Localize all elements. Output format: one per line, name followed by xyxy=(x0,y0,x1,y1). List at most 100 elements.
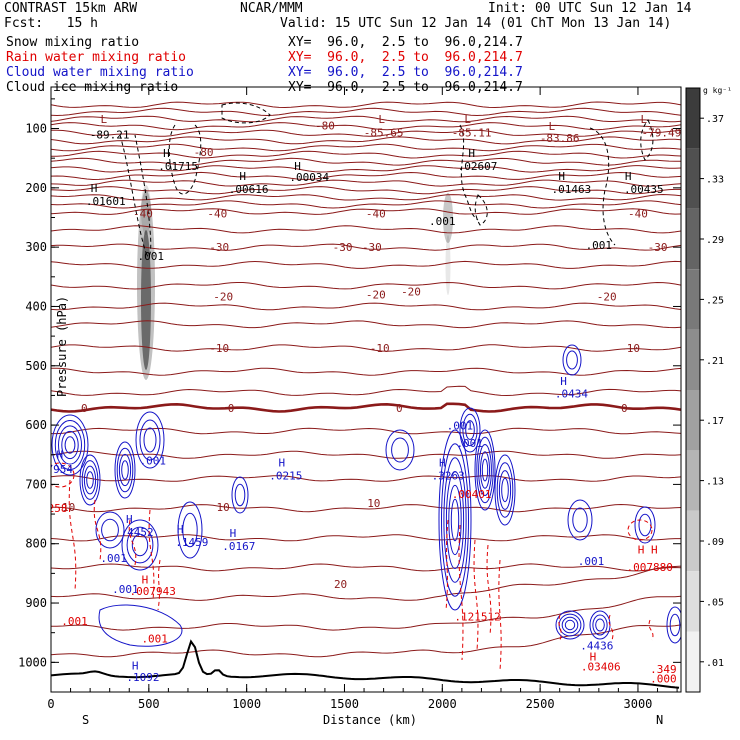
extremum-label: H xyxy=(126,513,133,526)
cloud-water-cell xyxy=(445,471,465,569)
cloud-water-cell xyxy=(567,499,593,541)
extremum-label: H xyxy=(560,375,567,388)
colorbar-tick-label: .21 xyxy=(706,356,724,367)
axes: 0 500 1000 1500 2000 2500 30001002003004005006… xyxy=(18,87,681,711)
extremum-label: -89.21 xyxy=(90,128,130,141)
colorbar-segment xyxy=(686,631,700,692)
cloud-water-cell xyxy=(51,414,89,476)
valid-time: Valid: 15 UTC Sun 12 Jan 14 (01 ChT Mon … xyxy=(280,16,672,31)
colorbar: .37 .33 .29 .25 .21 .17 .13 .09 .05 .01 g kg⁻¹ xyxy=(685,86,732,693)
cloud-water-cell xyxy=(58,425,82,465)
cloud-water-cell xyxy=(562,344,582,376)
cloud-water-cell xyxy=(669,613,681,637)
colorbar-tick-label: .05 xyxy=(706,597,724,608)
isotherm xyxy=(51,179,681,187)
extremum-label: H xyxy=(56,449,63,462)
isotherm-label: -30 xyxy=(333,241,353,254)
extremum-label: .0215 xyxy=(269,470,302,483)
extremum-label: H H xyxy=(638,544,658,557)
isotherm-label: -10 xyxy=(620,342,640,355)
cloud-water-cell xyxy=(501,477,509,503)
isotherm xyxy=(51,193,681,201)
cloud-water-cell xyxy=(98,604,183,647)
field-xy-snow: XY= 96.0, 2.5 to 96.0,214.7 xyxy=(288,35,523,50)
x-end-label-south: S xyxy=(82,713,89,727)
cloud-water-cell xyxy=(564,619,576,631)
cloud-water-cell xyxy=(555,610,585,640)
cloud-water-cell xyxy=(231,476,249,514)
chart-title: CONTRAST 15km ARW xyxy=(4,1,138,16)
cloud-water-cell xyxy=(465,420,475,440)
cloud-water-cell xyxy=(634,506,656,544)
isotherm-label: -40 xyxy=(628,207,648,220)
isotherm xyxy=(51,165,681,173)
extremum-label: .00401 xyxy=(452,488,492,501)
isotherm xyxy=(51,171,681,181)
extremum-label: .001 xyxy=(141,633,168,646)
cloud-water-cell xyxy=(595,618,605,632)
cloud-water-cell xyxy=(116,447,134,493)
cloud-water-cell xyxy=(139,419,161,461)
isotherm xyxy=(51,281,681,290)
extremum-label: .0434 xyxy=(555,388,588,401)
cloud-water-cell xyxy=(478,444,492,496)
x-tick-label: 2000 xyxy=(428,697,457,711)
colorbar-segment xyxy=(686,269,700,330)
isotherm xyxy=(51,208,681,215)
cloud-ice-contours xyxy=(119,102,654,257)
plot-area: -80 -80 -40 -40 -40 -40 -30 -30 -30 -30 -20 -20 -20 -… xyxy=(51,101,681,689)
field-name-rain: Rain water mixing ratio xyxy=(6,50,187,65)
x-tick-label: 3000 xyxy=(624,697,653,711)
colorbar-segment xyxy=(686,148,700,209)
y-tick-label: 500 xyxy=(25,359,47,373)
colorbar-segment xyxy=(686,88,700,149)
cloud-water-cell xyxy=(638,513,652,537)
cloud-water-cell xyxy=(441,443,469,597)
cloud-water-cell xyxy=(83,465,97,495)
colorbar-tick-label: .29 xyxy=(706,235,724,246)
extremum-label: .001 xyxy=(586,239,613,252)
isotherm-label: -20 xyxy=(366,289,386,302)
extremum-label: .00034 xyxy=(289,171,329,184)
cloud-water-cell xyxy=(177,501,203,559)
colorbar-unit: g kg⁻¹ xyxy=(703,86,732,95)
terrain xyxy=(51,639,680,689)
colorbar-segment xyxy=(686,510,700,572)
cloud-water-cell xyxy=(126,526,154,564)
isotherm xyxy=(51,150,681,159)
isotherm xyxy=(51,186,681,195)
extremum-label: H xyxy=(230,527,237,540)
colorbar-segment xyxy=(686,450,700,511)
extremum-label: .000 xyxy=(650,672,677,685)
extremum-label: .02607 xyxy=(458,160,498,173)
isotherm-label: -40 xyxy=(133,207,153,220)
extremum-label: H xyxy=(177,523,184,536)
cloud-water-cell xyxy=(462,413,478,447)
extremum-label: .349 xyxy=(650,663,677,676)
cloud-water-cell xyxy=(474,429,496,511)
isotherm-label: 0 xyxy=(81,402,88,415)
x-end-label-north: N xyxy=(656,713,663,727)
cloud-water-cell xyxy=(498,470,512,510)
isotherm xyxy=(51,157,681,166)
y-tick-label: 600 xyxy=(25,418,47,432)
cloud-water-cell xyxy=(95,511,125,549)
x-tick-label: 1500 xyxy=(330,697,359,711)
isotherm-label: 0 xyxy=(621,402,628,415)
isotherm-label: 10 xyxy=(62,501,75,514)
y-tick-label: 200 xyxy=(25,181,47,195)
cloud-water-cell xyxy=(496,462,514,518)
terrain-profile xyxy=(51,639,680,689)
snow-shade-right xyxy=(443,193,453,243)
isotherm xyxy=(51,503,681,513)
isotherm xyxy=(51,136,681,145)
extremum-label: -83.86 xyxy=(540,132,580,145)
cloud-water-cell xyxy=(476,436,494,504)
colorbar-tick-label: .09 xyxy=(706,537,724,548)
cloud-water-cell xyxy=(86,471,94,489)
cloud-water-cell xyxy=(561,616,579,634)
cloud-water-cell xyxy=(121,460,129,480)
isotherm xyxy=(51,122,681,131)
extremum-label: .001 xyxy=(112,583,139,596)
